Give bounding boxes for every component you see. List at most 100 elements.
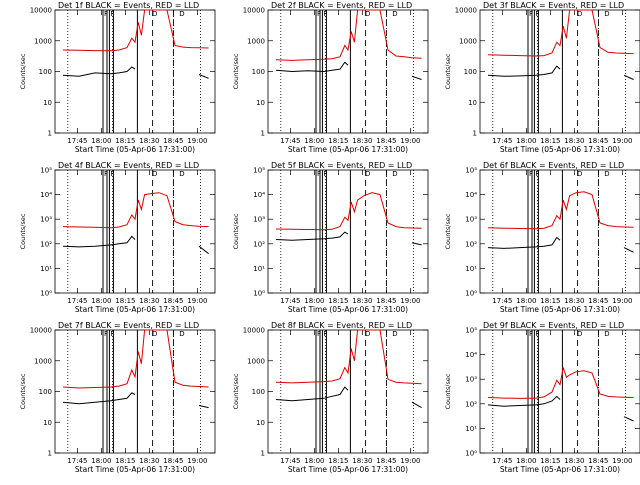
x-tick-label: 18:15 <box>328 137 348 145</box>
y-tick-label: 10⁵ <box>40 167 52 175</box>
y-tick-label: 10³ <box>253 216 265 224</box>
x-tick-label: 17:45 <box>492 457 512 465</box>
marker-label: D <box>604 170 609 178</box>
x-axis-label: Start Time (05-Apr-06 17:31:00) <box>75 305 195 314</box>
marker-label: D <box>152 170 157 178</box>
y-axis-label: Counts/sec <box>444 373 452 409</box>
marker-label: F <box>317 10 321 18</box>
x-tick-label: 18:15 <box>115 297 135 305</box>
plot-frame <box>54 329 216 454</box>
y-tick-label: 1 <box>261 450 265 458</box>
x-tick-label: 18:30 <box>352 297 372 305</box>
lld-series-line <box>487 191 634 230</box>
lld-series-line <box>487 9 634 57</box>
panel-title: Det 9f BLACK = Events, RED = LLD <box>483 321 624 330</box>
panel-title: Det 7f BLACK = Events, RED = LLD <box>58 321 199 330</box>
x-tick-label: 18:15 <box>540 137 560 145</box>
y-tick-label: 10 <box>43 99 52 107</box>
y-tick-label: 10¹ <box>253 265 265 273</box>
x-tick-label: 18:45 <box>588 137 608 145</box>
marker-label: D <box>179 170 184 178</box>
y-tick-label: 1000 <box>459 37 477 45</box>
plot-frame <box>54 169 216 294</box>
marker-label: F <box>323 10 327 18</box>
y-tick-label: 10000 <box>243 7 265 15</box>
marker-label: D <box>577 10 582 18</box>
y-tick-label: 10⁴ <box>253 191 265 199</box>
events-series-line <box>198 245 209 254</box>
x-tick-label: 17:45 <box>492 137 512 145</box>
x-tick-label: 19:00 <box>187 297 207 305</box>
x-tick-label: 19:00 <box>612 297 632 305</box>
x-tick-label: 18:15 <box>115 137 135 145</box>
x-axis-label: Start Time (05-Apr-06 17:31:00) <box>288 305 408 314</box>
y-tick-label: 10 <box>256 99 265 107</box>
x-tick-label: 19:00 <box>187 457 207 465</box>
marker-label: D <box>179 330 184 338</box>
y-axis-label: Counts/sec <box>19 213 27 249</box>
x-tick-label: 17:45 <box>280 297 300 305</box>
y-axis-label: Counts/sec <box>19 373 27 409</box>
marker-label: D <box>365 10 370 18</box>
x-tick-label: 18:30 <box>352 137 372 145</box>
x-tick-label: 18:00 <box>516 137 536 145</box>
marker-label: D <box>179 10 184 18</box>
detector-panel-1: Det 1f BLACK = Events, RED = LLD 1 10 100 10… <box>19 1 216 154</box>
marker-label: F <box>110 170 114 178</box>
events-series-line <box>623 247 634 253</box>
lld-series-line <box>62 329 209 389</box>
y-tick-label: 1000 <box>247 357 265 365</box>
panel-title: Det 3f BLACK = Events, RED = LLD <box>483 1 624 10</box>
marker-label: F <box>317 330 321 338</box>
panel-title: Det 6f BLACK = Events, RED = LLD <box>483 161 624 170</box>
x-tick-label: 18:15 <box>115 457 135 465</box>
marker-label: F <box>110 10 114 18</box>
panel-title: Det 1f BLACK = Events, RED = LLD <box>58 1 199 10</box>
marker-label: D <box>152 10 157 18</box>
x-axis-label: Start Time (05-Apr-06 17:31:00) <box>500 465 620 474</box>
plot-frame <box>54 9 216 134</box>
detector-panel-7: Det 7f BLACK = Events, RED = LLD 1 10 100 10… <box>19 321 216 474</box>
marker-label: F <box>535 10 539 18</box>
y-tick-label: 1000 <box>34 37 52 45</box>
lld-series-line <box>487 367 634 399</box>
x-tick-label: 18:45 <box>588 297 608 305</box>
lld-series-line <box>62 9 209 52</box>
y-axis-label: Counts/sec <box>444 53 452 89</box>
y-tick-label: 10⁰ <box>253 290 265 298</box>
x-axis-label: Start Time (05-Apr-06 17:31:00) <box>500 305 620 314</box>
events-series-line <box>275 231 349 241</box>
detector-panel-2: Det 2f BLACK = Events, RED = LLD 1 10 100 10… <box>232 1 429 154</box>
y-tick-label: 10⁵ <box>465 327 477 335</box>
x-axis-label: Start Time (05-Apr-06 17:31:00) <box>288 145 408 154</box>
y-axis-label: Counts/sec <box>232 53 240 89</box>
marker-label: D <box>392 170 397 178</box>
marker-label: F <box>317 170 321 178</box>
events-series-line <box>411 75 422 80</box>
events-series-line <box>487 395 561 407</box>
x-tick-label: 18:00 <box>91 137 111 145</box>
y-tick-label: 10⁰ <box>465 450 477 458</box>
y-tick-label: 10000 <box>30 327 52 335</box>
x-tick-label: 18:15 <box>540 457 560 465</box>
y-tick-label: 10⁰ <box>465 290 477 298</box>
y-tick-label: 10¹ <box>40 265 52 273</box>
y-tick-label: 1000 <box>34 357 52 365</box>
x-tick-label: 18:00 <box>516 457 536 465</box>
detector-panel-9: Det 9f BLACK = Events, RED = LLD 10⁰ 10¹ 10… <box>444 321 640 474</box>
marker-label: D <box>365 170 370 178</box>
plot-frame <box>479 9 640 134</box>
marker-label: F <box>529 10 533 18</box>
lld-series-line <box>275 9 422 61</box>
x-tick-label: 18:45 <box>376 457 396 465</box>
x-tick-label: 18:30 <box>564 137 584 145</box>
x-tick-label: 19:00 <box>612 457 632 465</box>
x-axis-label: Start Time (05-Apr-06 17:31:00) <box>75 145 195 154</box>
y-tick-label: 1 <box>473 130 477 138</box>
lld-series-line <box>275 329 422 385</box>
events-series-line <box>275 61 349 73</box>
y-tick-label: 100 <box>39 68 52 76</box>
panel-title: Det 5f BLACK = Events, RED = LLD <box>271 161 412 170</box>
y-tick-label: 10⁵ <box>465 167 477 175</box>
x-axis-label: Start Time (05-Apr-06 17:31:00) <box>75 465 195 474</box>
